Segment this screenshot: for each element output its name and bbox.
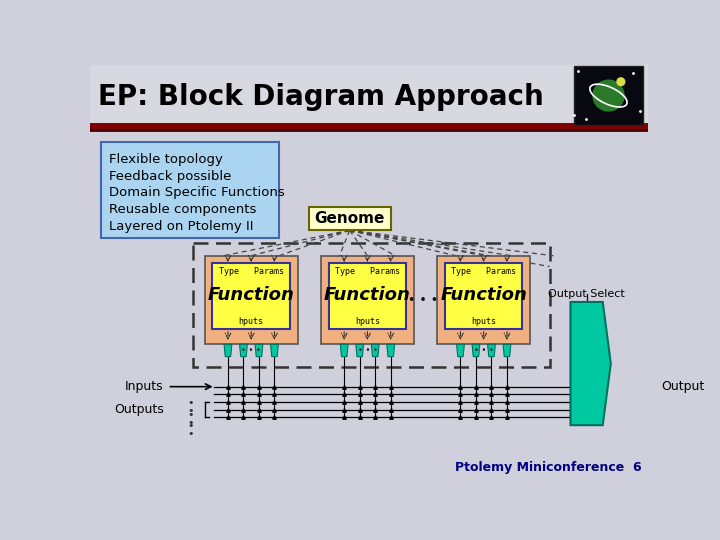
Bar bbox=[90, 65, 648, 126]
Text: EP: Block Diagram Approach: EP: Block Diagram Approach bbox=[98, 83, 544, 111]
Text: • • •: • • • bbox=[408, 294, 438, 307]
Text: Feedback possible: Feedback possible bbox=[109, 170, 231, 183]
Text: Flexible topology: Flexible topology bbox=[109, 153, 222, 166]
Text: • • •: • • • bbox=[474, 346, 494, 355]
Text: Reusable components: Reusable components bbox=[109, 204, 256, 217]
Bar bbox=[574, 66, 644, 125]
Bar bbox=[309, 207, 391, 231]
Text: Domain Specific Functions: Domain Specific Functions bbox=[109, 186, 284, 199]
Circle shape bbox=[593, 80, 624, 111]
Polygon shape bbox=[387, 345, 395, 356]
Polygon shape bbox=[356, 345, 364, 356]
Text: Output: Output bbox=[661, 380, 704, 393]
Polygon shape bbox=[341, 345, 348, 356]
Text: Type   Params: Type Params bbox=[335, 267, 400, 275]
Bar bbox=[445, 264, 523, 329]
Bar bbox=[437, 256, 530, 345]
Text: Layered on Ptolemy II: Layered on Ptolemy II bbox=[109, 220, 253, 233]
Text: •
•
•: • • • bbox=[187, 406, 194, 439]
Polygon shape bbox=[255, 345, 263, 356]
Text: • • •: • • • bbox=[241, 346, 261, 355]
Text: Function: Function bbox=[324, 286, 411, 304]
Text: hputs: hputs bbox=[239, 316, 264, 326]
Text: hputs: hputs bbox=[355, 316, 380, 326]
Text: Output Select: Output Select bbox=[548, 289, 625, 299]
Polygon shape bbox=[372, 345, 379, 356]
Polygon shape bbox=[224, 345, 232, 356]
Text: Inputs: Inputs bbox=[125, 380, 163, 393]
Polygon shape bbox=[570, 302, 611, 425]
Bar bbox=[101, 142, 279, 238]
Bar bbox=[329, 264, 406, 329]
Bar bbox=[212, 264, 290, 329]
Bar bbox=[321, 256, 414, 345]
Circle shape bbox=[617, 78, 625, 86]
Text: • • •: • • • bbox=[358, 346, 377, 355]
Text: Genome: Genome bbox=[315, 211, 384, 226]
Polygon shape bbox=[472, 345, 480, 356]
Polygon shape bbox=[503, 345, 510, 356]
Text: Function: Function bbox=[208, 286, 294, 304]
Bar bbox=[204, 256, 297, 345]
Text: Ptolemy Miniconference  6: Ptolemy Miniconference 6 bbox=[455, 462, 642, 475]
Polygon shape bbox=[456, 345, 464, 356]
Polygon shape bbox=[240, 345, 248, 356]
Text: •
•
•: • • • bbox=[187, 398, 194, 431]
Text: Function: Function bbox=[440, 286, 527, 304]
Text: Outputs: Outputs bbox=[114, 403, 163, 416]
Text: Type   Params: Type Params bbox=[451, 267, 516, 275]
Bar bbox=[193, 244, 549, 367]
Polygon shape bbox=[271, 345, 279, 356]
Polygon shape bbox=[487, 345, 495, 356]
Text: Type   Params: Type Params bbox=[219, 267, 284, 275]
Text: hputs: hputs bbox=[471, 316, 496, 326]
